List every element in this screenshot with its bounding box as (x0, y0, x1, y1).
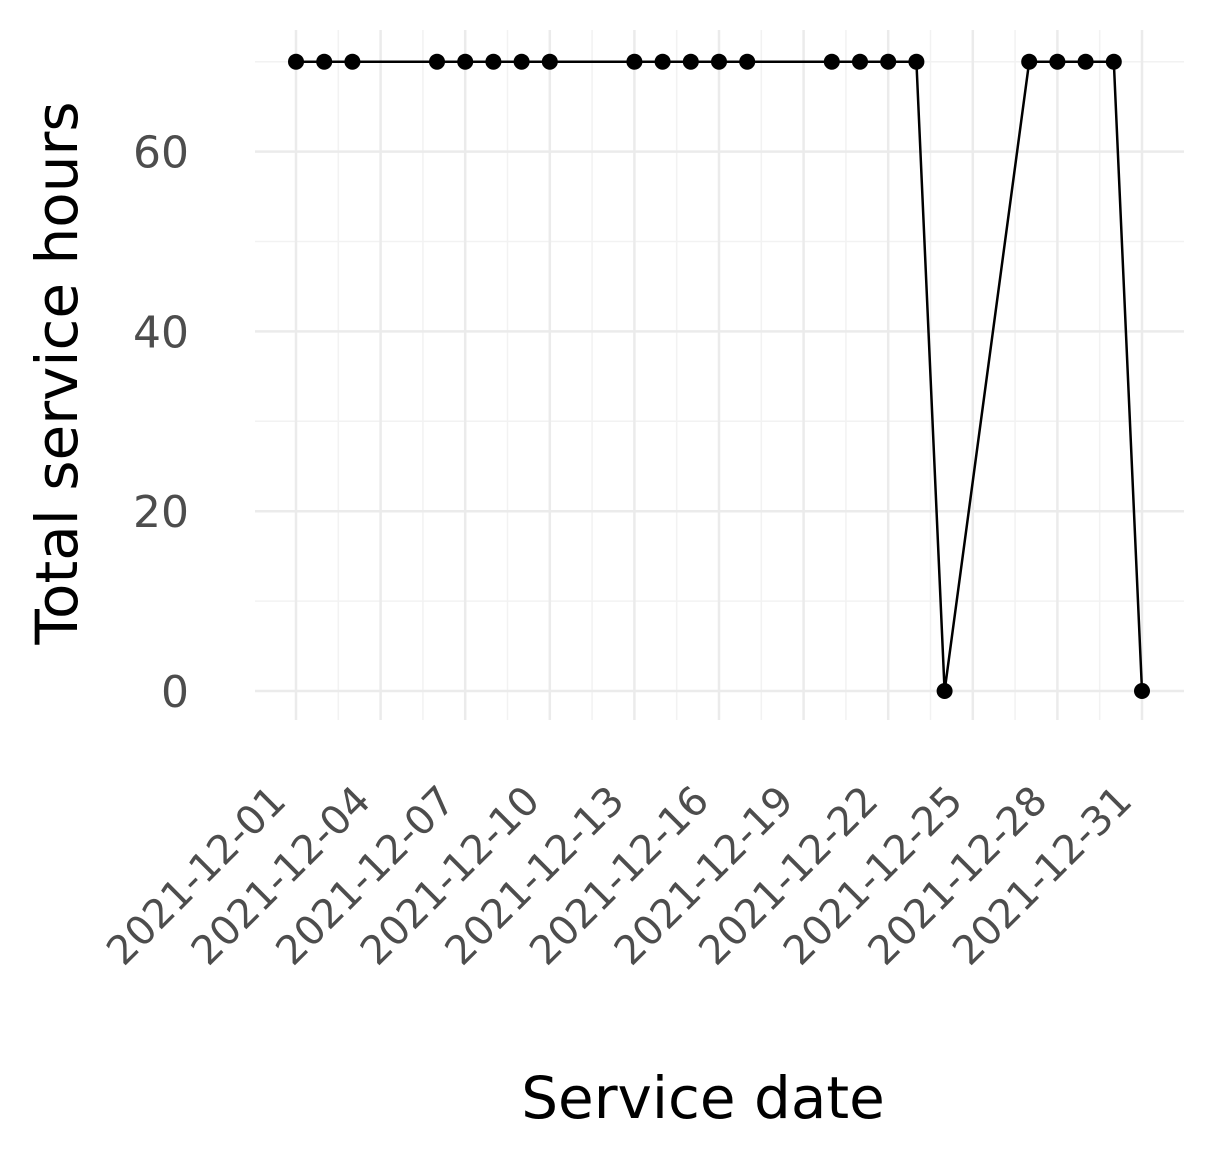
data-point (711, 53, 727, 70)
data-point (541, 53, 558, 70)
y-tick-label: 40 (133, 307, 189, 358)
x-axis-title: Service date (521, 1064, 885, 1132)
data-point (316, 53, 333, 70)
data-point (513, 53, 530, 70)
data-point (429, 53, 445, 70)
data-point (1077, 53, 1094, 70)
data-point (936, 683, 953, 699)
data-point (654, 53, 671, 70)
minor-gridlines (255, 30, 1184, 720)
data-point (1021, 53, 1038, 70)
data-point (1049, 53, 1066, 70)
y-axis-tick-labels: 0 20 40 60 (133, 128, 189, 718)
data-point (626, 53, 643, 70)
series-layer (288, 53, 1150, 699)
x-axis-tick-labels: 2021-12-012021-12-042021-12-072021-12-10… (98, 778, 1141, 975)
data-point (908, 53, 925, 70)
data-point (880, 53, 897, 70)
data-point (344, 53, 361, 70)
data-point (1105, 53, 1122, 70)
data-point (852, 53, 868, 70)
data-point (288, 53, 304, 70)
data-point (457, 53, 474, 70)
data-point (485, 53, 502, 70)
data-point (739, 53, 756, 70)
y-axis-title: Total service hours (23, 101, 91, 645)
data-point (823, 53, 840, 70)
y-tick-label: 0 (161, 667, 189, 718)
y-tick-label: 60 (133, 128, 189, 179)
data-point (1134, 683, 1150, 699)
major-gridlines (255, 30, 1184, 720)
data-point (682, 53, 699, 70)
y-tick-label: 20 (133, 487, 189, 538)
